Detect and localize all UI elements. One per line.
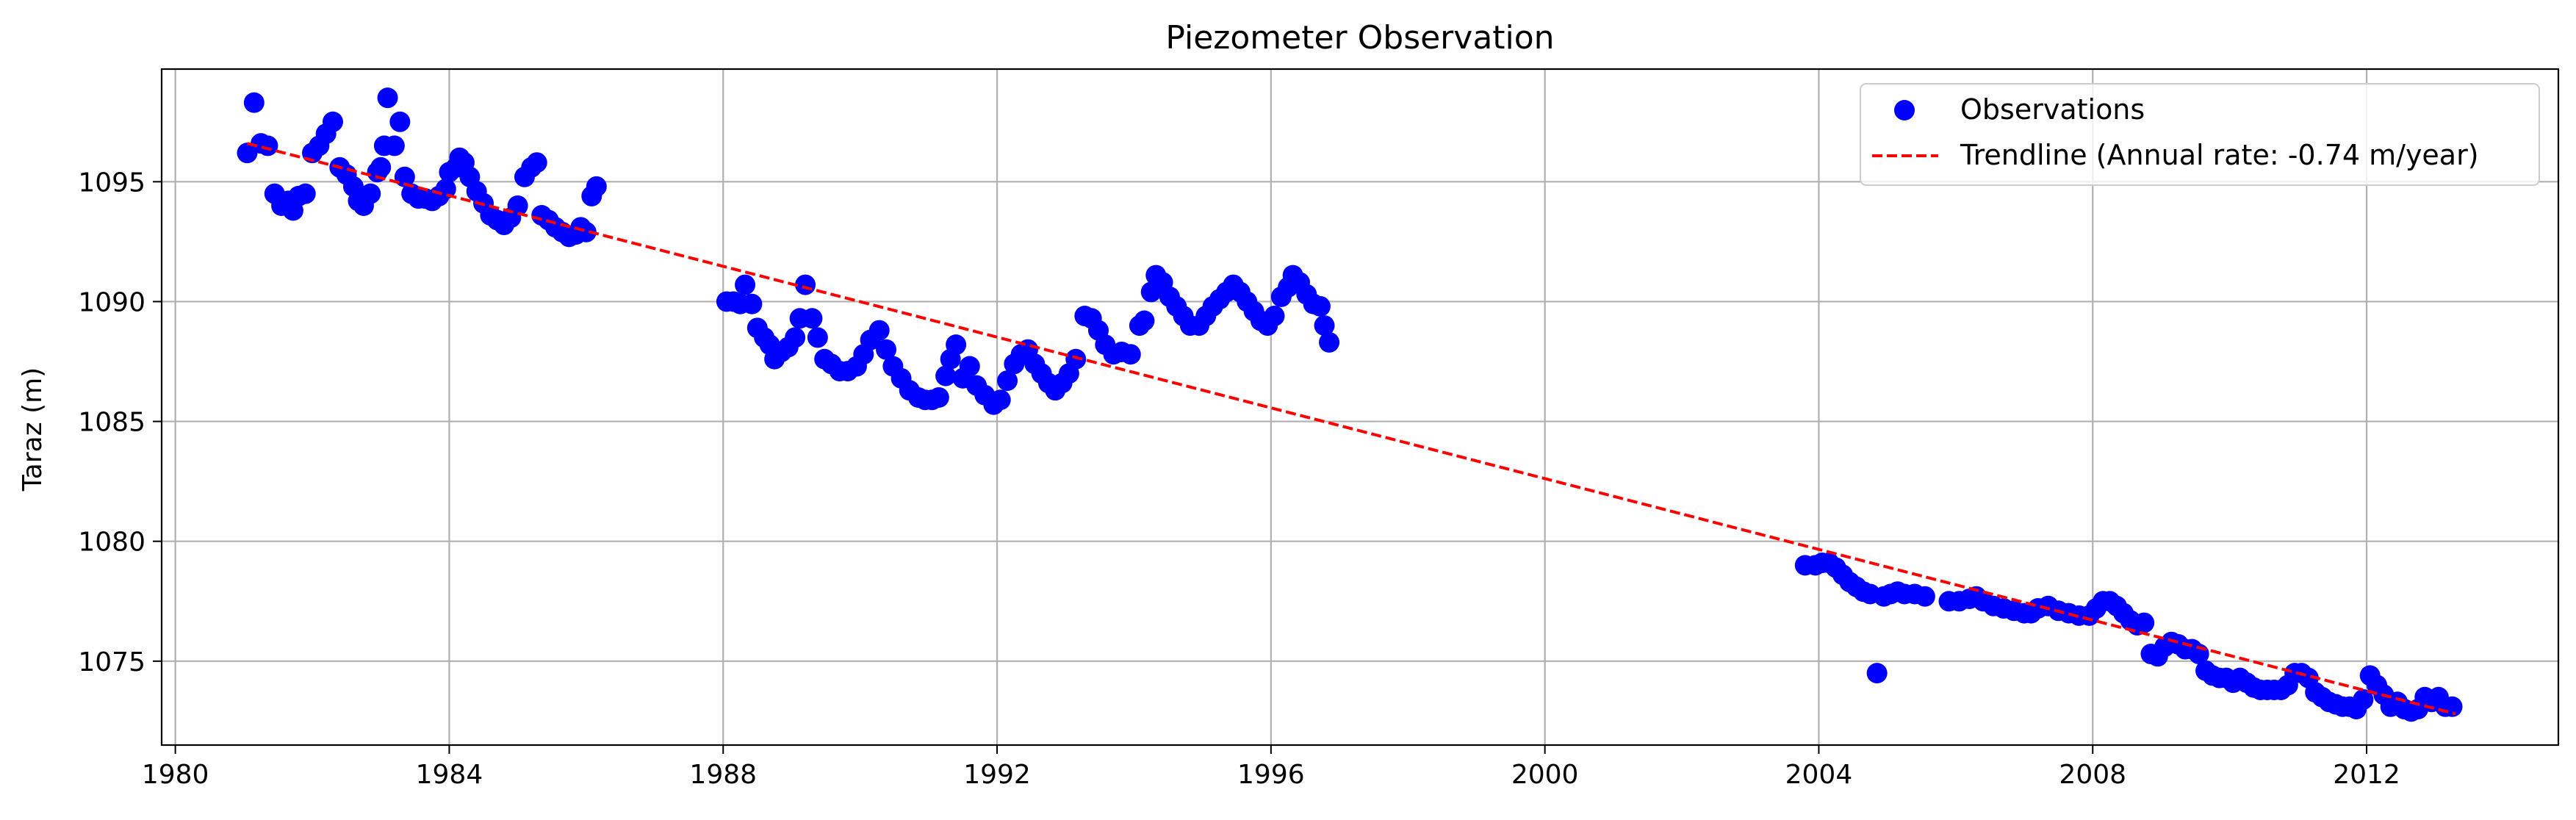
tick-layer: 1980 1984 1988 1992 1996 2000 2004 2008 2012 1075…	[78, 168, 2400, 790]
trendline	[246, 142, 2456, 716]
observation-point	[802, 308, 823, 329]
observation-point	[1914, 586, 1935, 607]
observation-point	[360, 183, 381, 204]
x-tick-label: 1980	[142, 760, 209, 790]
y-tick-label: 1095	[78, 168, 145, 198]
observation-point	[997, 370, 1018, 392]
observation-point	[946, 334, 967, 356]
observation-point	[586, 176, 607, 197]
observation-point	[1120, 344, 1141, 365]
data-layer	[237, 87, 2463, 722]
observation-point	[807, 327, 828, 348]
observation-point	[257, 135, 278, 157]
observation-point	[323, 111, 343, 132]
y-tick-label: 1090	[78, 287, 145, 317]
observation-point	[1866, 663, 1888, 684]
x-tick-label: 1988	[689, 760, 757, 790]
observation-point	[1319, 331, 1340, 353]
x-tick-label: 2012	[2333, 760, 2400, 790]
observation-point	[1065, 348, 1087, 370]
observation-point	[876, 339, 897, 360]
y-tick-label: 1085	[78, 408, 145, 438]
legend-observations-label: Observations	[1960, 93, 2145, 126]
x-tick-label: 2008	[2059, 760, 2126, 790]
legend-trendline-label: Trendline (Annual rate: -0.74 m/year)	[1960, 139, 2479, 171]
chart-title: Piezometer Observation	[1165, 19, 1554, 57]
y-tick-label: 1080	[78, 528, 145, 558]
y-tick-label: 1075	[78, 647, 145, 677]
observation-point	[2134, 612, 2155, 633]
observation-point	[1264, 306, 1285, 327]
observation-point	[2442, 696, 2463, 717]
y-axis-label: Taraz (m)	[18, 367, 48, 492]
observation-point	[990, 389, 1011, 411]
x-tick-label: 2000	[1511, 760, 1579, 790]
observation-point	[295, 183, 316, 204]
legend-observations-marker	[1894, 100, 1915, 121]
observation-point	[868, 320, 890, 341]
observation-point	[2353, 689, 2374, 711]
observation-point	[785, 327, 806, 348]
x-tick-label: 1996	[1237, 760, 1305, 790]
observation-point	[959, 356, 980, 377]
observation-point	[526, 152, 547, 173]
observation-point	[1134, 310, 1155, 331]
observation-point	[795, 274, 816, 295]
x-tick-label: 1984	[416, 760, 483, 790]
observation-point	[370, 157, 392, 178]
observation-point	[935, 365, 957, 386]
x-tick-label: 2004	[1785, 760, 1853, 790]
observation-point	[389, 111, 411, 132]
observation-point	[928, 386, 949, 408]
observation-point	[1314, 315, 1335, 337]
x-tick-label: 1992	[963, 760, 1031, 790]
observation-point	[1309, 295, 1331, 317]
observation-point	[575, 221, 597, 242]
plot-frame	[160, 68, 2560, 747]
observation-point	[735, 274, 756, 295]
legend: Observations Trendline (Annual rate: -0.…	[1860, 83, 2540, 186]
legend-box	[1860, 83, 2540, 186]
observation-point	[384, 135, 405, 157]
observation-point	[741, 293, 763, 314]
observation-point	[243, 92, 265, 113]
observation-point	[377, 87, 398, 109]
